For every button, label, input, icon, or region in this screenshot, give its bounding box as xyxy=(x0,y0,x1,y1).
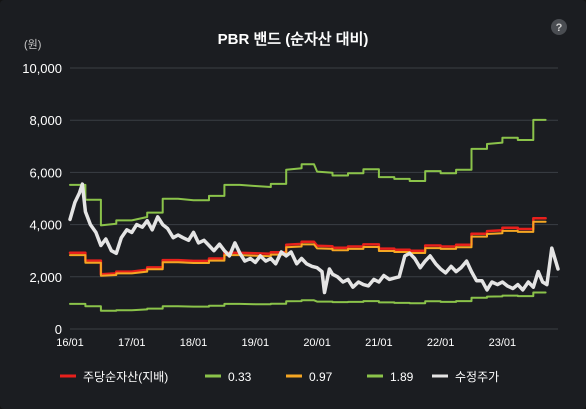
legend-item[interactable]: 수정주가 xyxy=(432,370,499,384)
x-tick-label: 20/01 xyxy=(303,337,331,349)
x-tick-label: 22/01 xyxy=(427,337,455,349)
series-line xyxy=(69,118,547,227)
chart-title: PBR 밴드 (순자산 대비) xyxy=(218,31,369,48)
y-tick-label: 8,000 xyxy=(29,113,62,128)
legend-item[interactable]: 0.33 xyxy=(205,370,252,384)
y-axis: 0 2,000 4,000 6,000 8,000 10,000 xyxy=(22,61,62,337)
y-unit-label: (원) xyxy=(24,38,41,51)
legend-label: 1.89 xyxy=(390,370,414,384)
legend-label: 수정주가 xyxy=(455,370,499,384)
series-line xyxy=(68,182,560,295)
legend-item[interactable]: 주당순자산(지배) xyxy=(60,370,168,384)
x-tick-label: 21/01 xyxy=(365,337,393,349)
legend-item[interactable]: 0.97 xyxy=(286,370,333,384)
x-tick-label: 23/01 xyxy=(489,337,517,349)
y-tick-label: 6,000 xyxy=(29,165,62,180)
y-tick-label: 0 xyxy=(55,322,62,337)
x-tick-label: 17/01 xyxy=(118,337,146,349)
legend-label: 0.97 xyxy=(309,370,333,384)
y-tick-label: 10,000 xyxy=(22,61,62,76)
y-tick-label: 2,000 xyxy=(29,270,62,285)
legend-label: 0.33 xyxy=(228,370,252,384)
legend: 주당순자산(지배) 0.33 0.97 1.89 수정주가 xyxy=(60,370,499,384)
x-tick-label: 19/01 xyxy=(242,337,270,349)
x-tick-label: 18/01 xyxy=(180,337,208,349)
series-line xyxy=(69,220,547,277)
series-line xyxy=(69,291,547,312)
x-tick-label: 16/01 xyxy=(56,337,84,349)
y-tick-label: 4,000 xyxy=(29,218,62,233)
grid-lines xyxy=(70,67,558,330)
question-mark-icon[interactable]: ? xyxy=(551,19,567,35)
x-axis: 16/01 17/01 18/01 19/01 20/01 21/01 22/01 23/01 xyxy=(56,337,516,349)
legend-label: 주당순자산(지배) xyxy=(83,370,168,384)
help-glyph: ? xyxy=(556,22,563,34)
legend-item[interactable]: 1.89 xyxy=(367,370,414,384)
plot-area xyxy=(68,118,560,312)
